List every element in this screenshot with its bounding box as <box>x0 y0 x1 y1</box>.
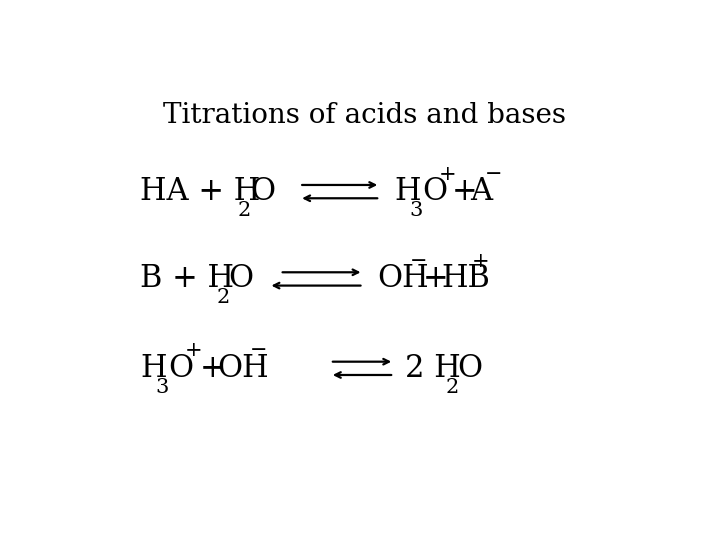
Text: HA + H: HA + H <box>140 176 261 207</box>
Text: 2: 2 <box>216 288 230 307</box>
Text: Titrations of acids and bases: Titrations of acids and bases <box>163 102 565 129</box>
Text: +: + <box>438 165 456 184</box>
Text: 3: 3 <box>156 377 169 396</box>
Text: B + H: B + H <box>140 264 234 294</box>
Text: O: O <box>168 353 193 384</box>
Text: OH: OH <box>377 264 429 294</box>
Text: HB: HB <box>441 264 490 294</box>
Text: O: O <box>422 176 447 207</box>
Text: O: O <box>250 176 275 207</box>
Text: 2: 2 <box>446 377 459 396</box>
Text: −: − <box>410 252 427 271</box>
Text: A: A <box>470 176 492 207</box>
Text: H: H <box>140 353 167 384</box>
Text: +: + <box>185 341 202 360</box>
Text: O: O <box>458 353 483 384</box>
Text: +: + <box>423 264 449 294</box>
Text: 3: 3 <box>410 201 423 220</box>
Text: +: + <box>199 353 225 384</box>
Text: +: + <box>472 252 490 271</box>
Text: 2 H: 2 H <box>405 353 461 384</box>
Text: −: − <box>485 165 502 184</box>
Text: H: H <box>394 176 420 207</box>
Text: OH: OH <box>217 353 269 384</box>
Text: +: + <box>452 176 478 207</box>
Text: 2: 2 <box>238 201 251 220</box>
Text: O: O <box>228 264 253 294</box>
Text: −: − <box>250 341 267 360</box>
